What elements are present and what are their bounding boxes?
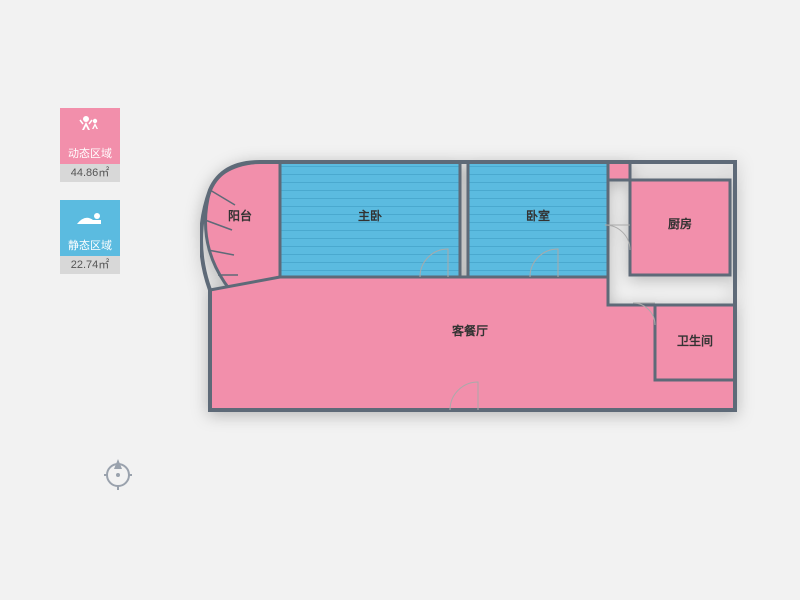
legend-dynamic-icon: [60, 108, 120, 144]
room-label-bathroom: 卫生间: [677, 333, 713, 348]
legend-static-value: 22.74㎡: [60, 256, 120, 274]
room-label-master_bedroom: 主卧: [358, 208, 382, 223]
legend-static-icon: [60, 200, 120, 236]
room-label-balcony: 阳台: [228, 208, 252, 223]
room-label-living: 客餐厅: [451, 323, 488, 338]
room-label-bedroom: 卧室: [526, 208, 550, 223]
legend-panel: 动态区域 44.86㎡ 静态区域 22.74㎡: [60, 108, 120, 292]
legend-dynamic-label: 动态区域: [60, 144, 120, 164]
legend-static-label: 静态区域: [60, 236, 120, 256]
room-label-kitchen: 厨房: [668, 216, 692, 231]
legend-dynamic: 动态区域 44.86㎡: [60, 108, 120, 182]
legend-dynamic-value: 44.86㎡: [60, 164, 120, 182]
compass-icon: [100, 455, 136, 491]
floor-plan: 阳台 主卧 卧室厨房客餐厅卫生间: [200, 150, 750, 430]
legend-static: 静态区域 22.74㎡: [60, 200, 120, 274]
